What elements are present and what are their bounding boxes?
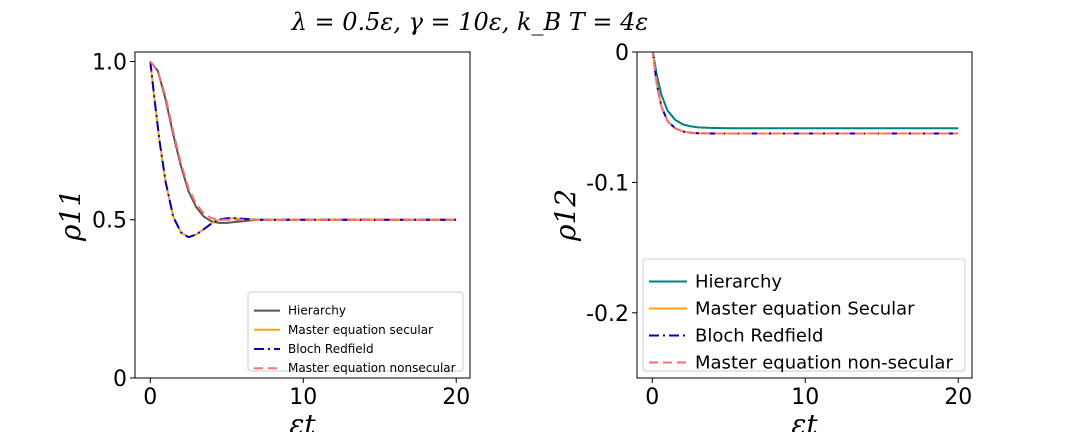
series-line-3	[149, 61, 457, 239]
series-line-4	[149, 60, 457, 221]
series-line-1	[651, 52, 959, 130]
series-group	[651, 52, 959, 135]
legend-label-1: Hierarchy	[288, 304, 346, 318]
figure-suptitle: λ = 0.5ε, γ = 10ε, k_B T = 4ε	[291, 8, 649, 36]
legend-label-2: Master equation Secular	[695, 299, 915, 320]
legend-label-3: Bloch Redfield	[695, 326, 823, 347]
x-tick-label: 20	[442, 385, 470, 410]
y-tick-label: 0	[113, 367, 127, 392]
legend-label-1: Hierarchy	[695, 272, 782, 293]
y-tick-label: 0.5	[92, 209, 127, 234]
chart-right: 0 10 20 0 -0.1 -0.2 εt ρ12 Hierarchy Master equat…	[549, 41, 973, 432]
x-axis-label: εt	[289, 408, 316, 432]
legend: Hierarchy Master equation secular Bloch Re…	[247, 291, 464, 375]
series-line-4	[651, 52, 959, 135]
series-line-3	[651, 52, 959, 135]
legend-label-2: Master equation secular	[288, 323, 433, 337]
y-tick-label: 0	[615, 41, 629, 66]
chart-left: 0 10 20 0 0.5 1.0 εt ρ11 Hierarchy Master equatio…	[54, 50, 471, 432]
legend-label-4: Master equation non-secular	[695, 353, 953, 374]
series-line-1	[149, 60, 457, 224]
x-tick-label: 0	[645, 385, 659, 410]
x-axis-label: εt	[791, 408, 818, 432]
legend-label-4: Master equation nonsecular	[288, 361, 456, 375]
x-tick-label: 0	[143, 385, 157, 410]
y-tick-label: -0.2	[586, 302, 629, 327]
chart-panels: 0 10 20 0 0.5 1.0 εt ρ11 Hierarchy Master equatio…	[54, 41, 973, 432]
x-tick-label: 20	[944, 385, 972, 410]
y-axis-label: ρ12	[549, 189, 582, 242]
legend-box	[642, 258, 966, 372]
x-tick-label: 10	[791, 385, 819, 410]
series-group	[149, 60, 457, 239]
series-line-2	[651, 52, 959, 135]
y-tick-label: 1.0	[92, 50, 127, 75]
legend-box	[247, 291, 464, 372]
legend-label-3: Bloch Redfield	[288, 342, 374, 356]
x-tick-label: 10	[289, 385, 317, 410]
series-line-2	[149, 61, 457, 239]
y-tick-label: -0.1	[586, 171, 629, 196]
legend: Hierarchy Master equation Secular Bloch Re…	[642, 258, 966, 374]
axes-frame	[134, 51, 471, 379]
axes-frame	[636, 51, 973, 379]
y-axis-label: ρ11	[54, 189, 87, 242]
